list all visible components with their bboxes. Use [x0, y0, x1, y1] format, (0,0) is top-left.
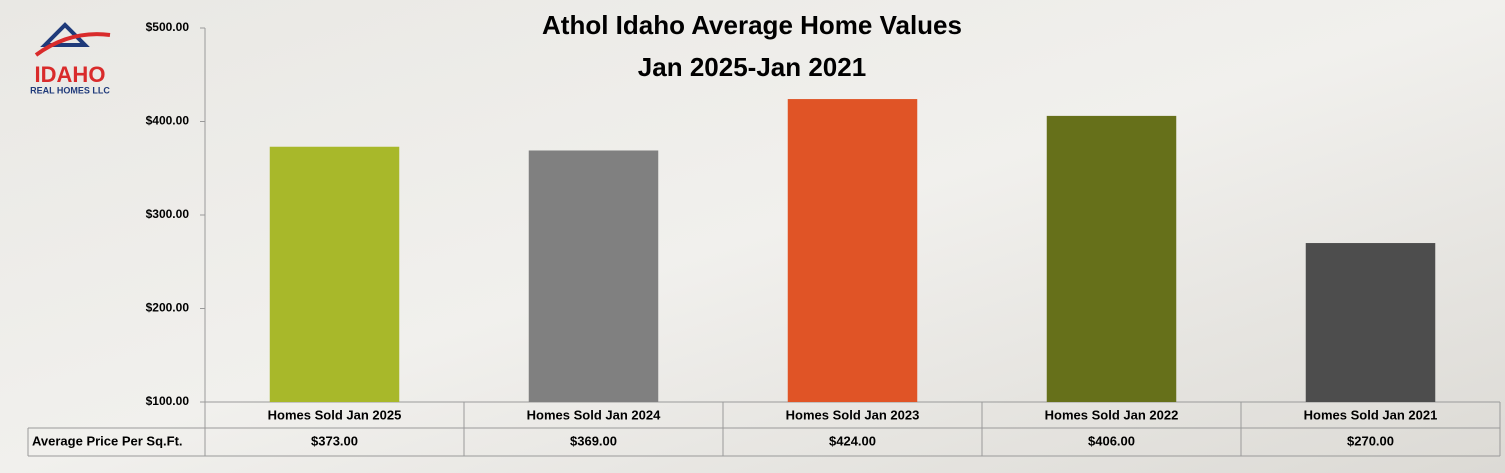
value-label: $406.00	[1088, 433, 1135, 448]
chart-subtitle: Jan 2025-Jan 2021	[638, 52, 866, 82]
logo: IDAHO REAL HOMES LLC	[30, 22, 111, 95]
chart-title: Athol Idaho Average Home Values	[542, 10, 962, 40]
x-tick-label: Homes Sold Jan 2025	[268, 407, 402, 422]
bar	[269, 146, 400, 402]
x-tick-label: Homes Sold Jan 2022	[1045, 407, 1179, 422]
logo-name: IDAHO	[35, 62, 106, 87]
y-tick-label: $500.00	[146, 20, 190, 34]
y-tick-label: $200.00	[146, 301, 190, 315]
legend-label: Average Price Per Sq.Ft.	[32, 433, 183, 448]
bar	[528, 150, 659, 402]
x-tick-label: Homes Sold Jan 2021	[1304, 407, 1438, 422]
y-tick-label: $400.00	[146, 114, 190, 128]
value-label: $369.00	[570, 433, 617, 448]
y-tick-label: $300.00	[146, 207, 190, 221]
x-tick-label: Homes Sold Jan 2024	[527, 407, 661, 422]
value-label: $424.00	[829, 433, 876, 448]
logo-swoosh	[34, 32, 111, 57]
bar	[787, 99, 918, 402]
value-label: $270.00	[1347, 433, 1394, 448]
logo-tagline: REAL HOMES LLC	[30, 85, 110, 95]
bar	[1305, 243, 1436, 402]
x-tick-label: Homes Sold Jan 2023	[786, 407, 920, 422]
bar	[1046, 115, 1177, 402]
value-label: $373.00	[311, 433, 358, 448]
y-tick-label: $100.00	[146, 394, 190, 408]
